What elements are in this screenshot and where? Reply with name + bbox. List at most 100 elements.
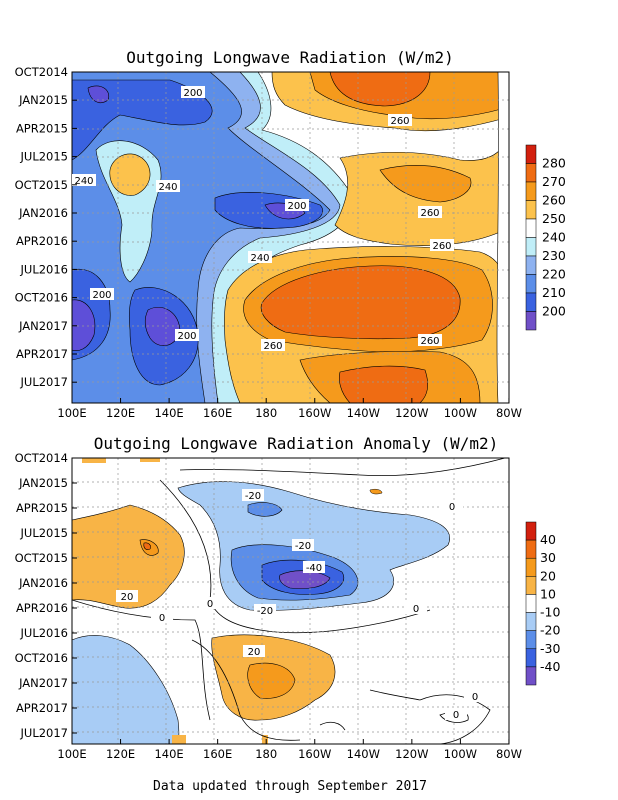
colorbar-label: 20	[540, 568, 556, 583]
colorbar-label: 210	[542, 285, 566, 300]
contour-label: -40	[306, 563, 322, 574]
y-tick-label: JUL2017	[20, 726, 68, 740]
y-tick-label: JUL2016	[20, 626, 68, 640]
y-tick-label: JUL2015	[20, 150, 68, 164]
x-tick-label: 140E	[154, 747, 183, 761]
top-contour-labels: 200 260 240 240 200 260 260 240 200 200 260 260	[72, 86, 454, 352]
y-tick-label: JUL2015	[20, 526, 68, 540]
top-field-lt200-c	[72, 299, 96, 351]
top-field-270-280-upper	[329, 72, 431, 107]
bottom-chart-title: Outgoing Longwave Radiation Anomaly (W/m…	[94, 434, 499, 453]
top-field-270-280-blob	[260, 265, 461, 340]
colorbar-label: 260	[542, 193, 566, 208]
x-tick-label: 100E	[57, 747, 86, 761]
colorbar-label: 270	[542, 174, 566, 189]
contour-label: 260	[420, 208, 439, 219]
contour-label: 20	[121, 592, 134, 603]
y-tick-label: OCT2014	[15, 65, 68, 79]
colorbar-swatch	[525, 163, 537, 183]
contour-label-bg	[254, 604, 276, 616]
x-tick-label: 160E	[203, 747, 232, 761]
top-contour-field	[72, 72, 509, 403]
top-plot-frame	[71, 71, 510, 404]
bottom-field-patch-d	[172, 735, 186, 744]
colorbar-label: 240	[542, 230, 566, 245]
contour-label: 0	[159, 613, 165, 624]
contour-label: 240	[250, 253, 269, 264]
contour-label-bg	[90, 288, 114, 300]
x-tick-label: 80W	[496, 747, 522, 761]
contour-label-bg	[242, 489, 264, 501]
colorbar-label: -40	[540, 659, 560, 674]
colorbar-swatch	[525, 630, 537, 650]
colorbar-swatch	[525, 181, 537, 201]
colorbar-swatch	[525, 218, 537, 238]
x-tick-label: 160W	[298, 406, 331, 420]
colorbar-swatch	[525, 292, 537, 312]
contour-label: 200	[183, 88, 202, 99]
colorbar-swatch	[525, 200, 537, 220]
bottom-field-patch-a	[82, 458, 106, 463]
colorbar-swatch	[525, 612, 537, 631]
x-tick-label: 140W	[347, 747, 380, 761]
colorbar-swatch	[525, 666, 537, 686]
x-tick-label: 160E	[203, 406, 232, 420]
top-y-axis: OCT2014 JAN2015 APR2015 JUL2015 OCT2015 JAN20…	[15, 65, 77, 389]
colorbar-swatch	[525, 255, 537, 275]
bottom-y-axis: OCT2014 JAN2015 APR2015 JUL2015 OCT2015 JAN20…	[15, 451, 77, 740]
x-tick-label: 140E	[154, 406, 183, 420]
bottom-field-patch-b	[140, 458, 160, 462]
colorbar-swatch	[525, 539, 537, 559]
x-tick-label: 120E	[106, 747, 135, 761]
contour-label: 260	[390, 116, 409, 127]
contour-label-bg	[151, 611, 173, 623]
bottom-field-m30-m20-upper	[247, 502, 283, 517]
colorbar-label: 230	[542, 248, 566, 263]
y-tick-label: OCT2016	[15, 651, 68, 665]
contour-label-bg	[464, 690, 486, 702]
contour-label: 260	[432, 241, 451, 252]
contour-label-bg	[430, 239, 454, 251]
y-tick-label: JAN2017	[18, 676, 68, 690]
bottom-x-axis: 100E 120E 140E 160E 180 160W 140W 120W 100W 80W	[57, 739, 522, 761]
colorbar-label: -10	[540, 605, 560, 620]
bottom-field-10-20-left	[72, 504, 185, 609]
top-field-250-260-island	[109, 153, 151, 196]
colorbar-swatch	[525, 576, 537, 595]
top-x-axis: 100E 120E 140E 160E 180 160W 140W 120W 100W 80W	[57, 398, 522, 420]
contour-label: -20	[295, 541, 311, 552]
bottom-contour-labels: -20 0 -20 -40 20 0 -20 0 0 20 0 0	[116, 489, 486, 721]
colorbar-label: 200	[542, 304, 566, 319]
contour-label-bg	[418, 206, 442, 218]
top-field-270-280-lower	[339, 365, 429, 403]
x-tick-label: 100W	[444, 406, 477, 420]
y-tick-label: APR2016	[16, 234, 68, 248]
y-tick-label: JAN2016	[18, 576, 68, 590]
bottom-field-patch-c	[369, 488, 383, 495]
x-tick-label: 120W	[395, 406, 428, 420]
colorbar-label: -30	[540, 641, 560, 656]
contour-label: 0	[453, 710, 459, 721]
top-chart-title: Outgoing Longwave Radiation (W/m2)	[126, 48, 454, 67]
bottom-field-patch-e	[262, 735, 268, 744]
contour-label-bg	[445, 708, 467, 720]
contour-label-bg	[181, 86, 205, 98]
contour-label-bg	[285, 199, 309, 211]
colorbar-label: 40	[540, 532, 556, 547]
contour-label: -20	[245, 491, 261, 502]
x-tick-label: 160W	[298, 747, 331, 761]
colorbar-label: -20	[540, 623, 560, 638]
x-tick-label: 100W	[444, 747, 477, 761]
colorbar-label: 220	[542, 267, 566, 282]
contour-label: 0	[449, 502, 455, 513]
colorbar-swatch	[525, 594, 537, 613]
x-tick-label: 180	[255, 406, 277, 420]
y-tick-label: APR2017	[16, 701, 68, 715]
y-tick-label: JAN2017	[18, 319, 68, 333]
y-tick-label: APR2016	[16, 601, 68, 615]
contour-label-bg	[175, 329, 199, 341]
colorbar-swatch	[525, 237, 537, 257]
y-tick-label: OCT2016	[15, 291, 68, 305]
contour-label-bg	[261, 339, 285, 351]
y-tick-label: JAN2016	[18, 206, 68, 220]
